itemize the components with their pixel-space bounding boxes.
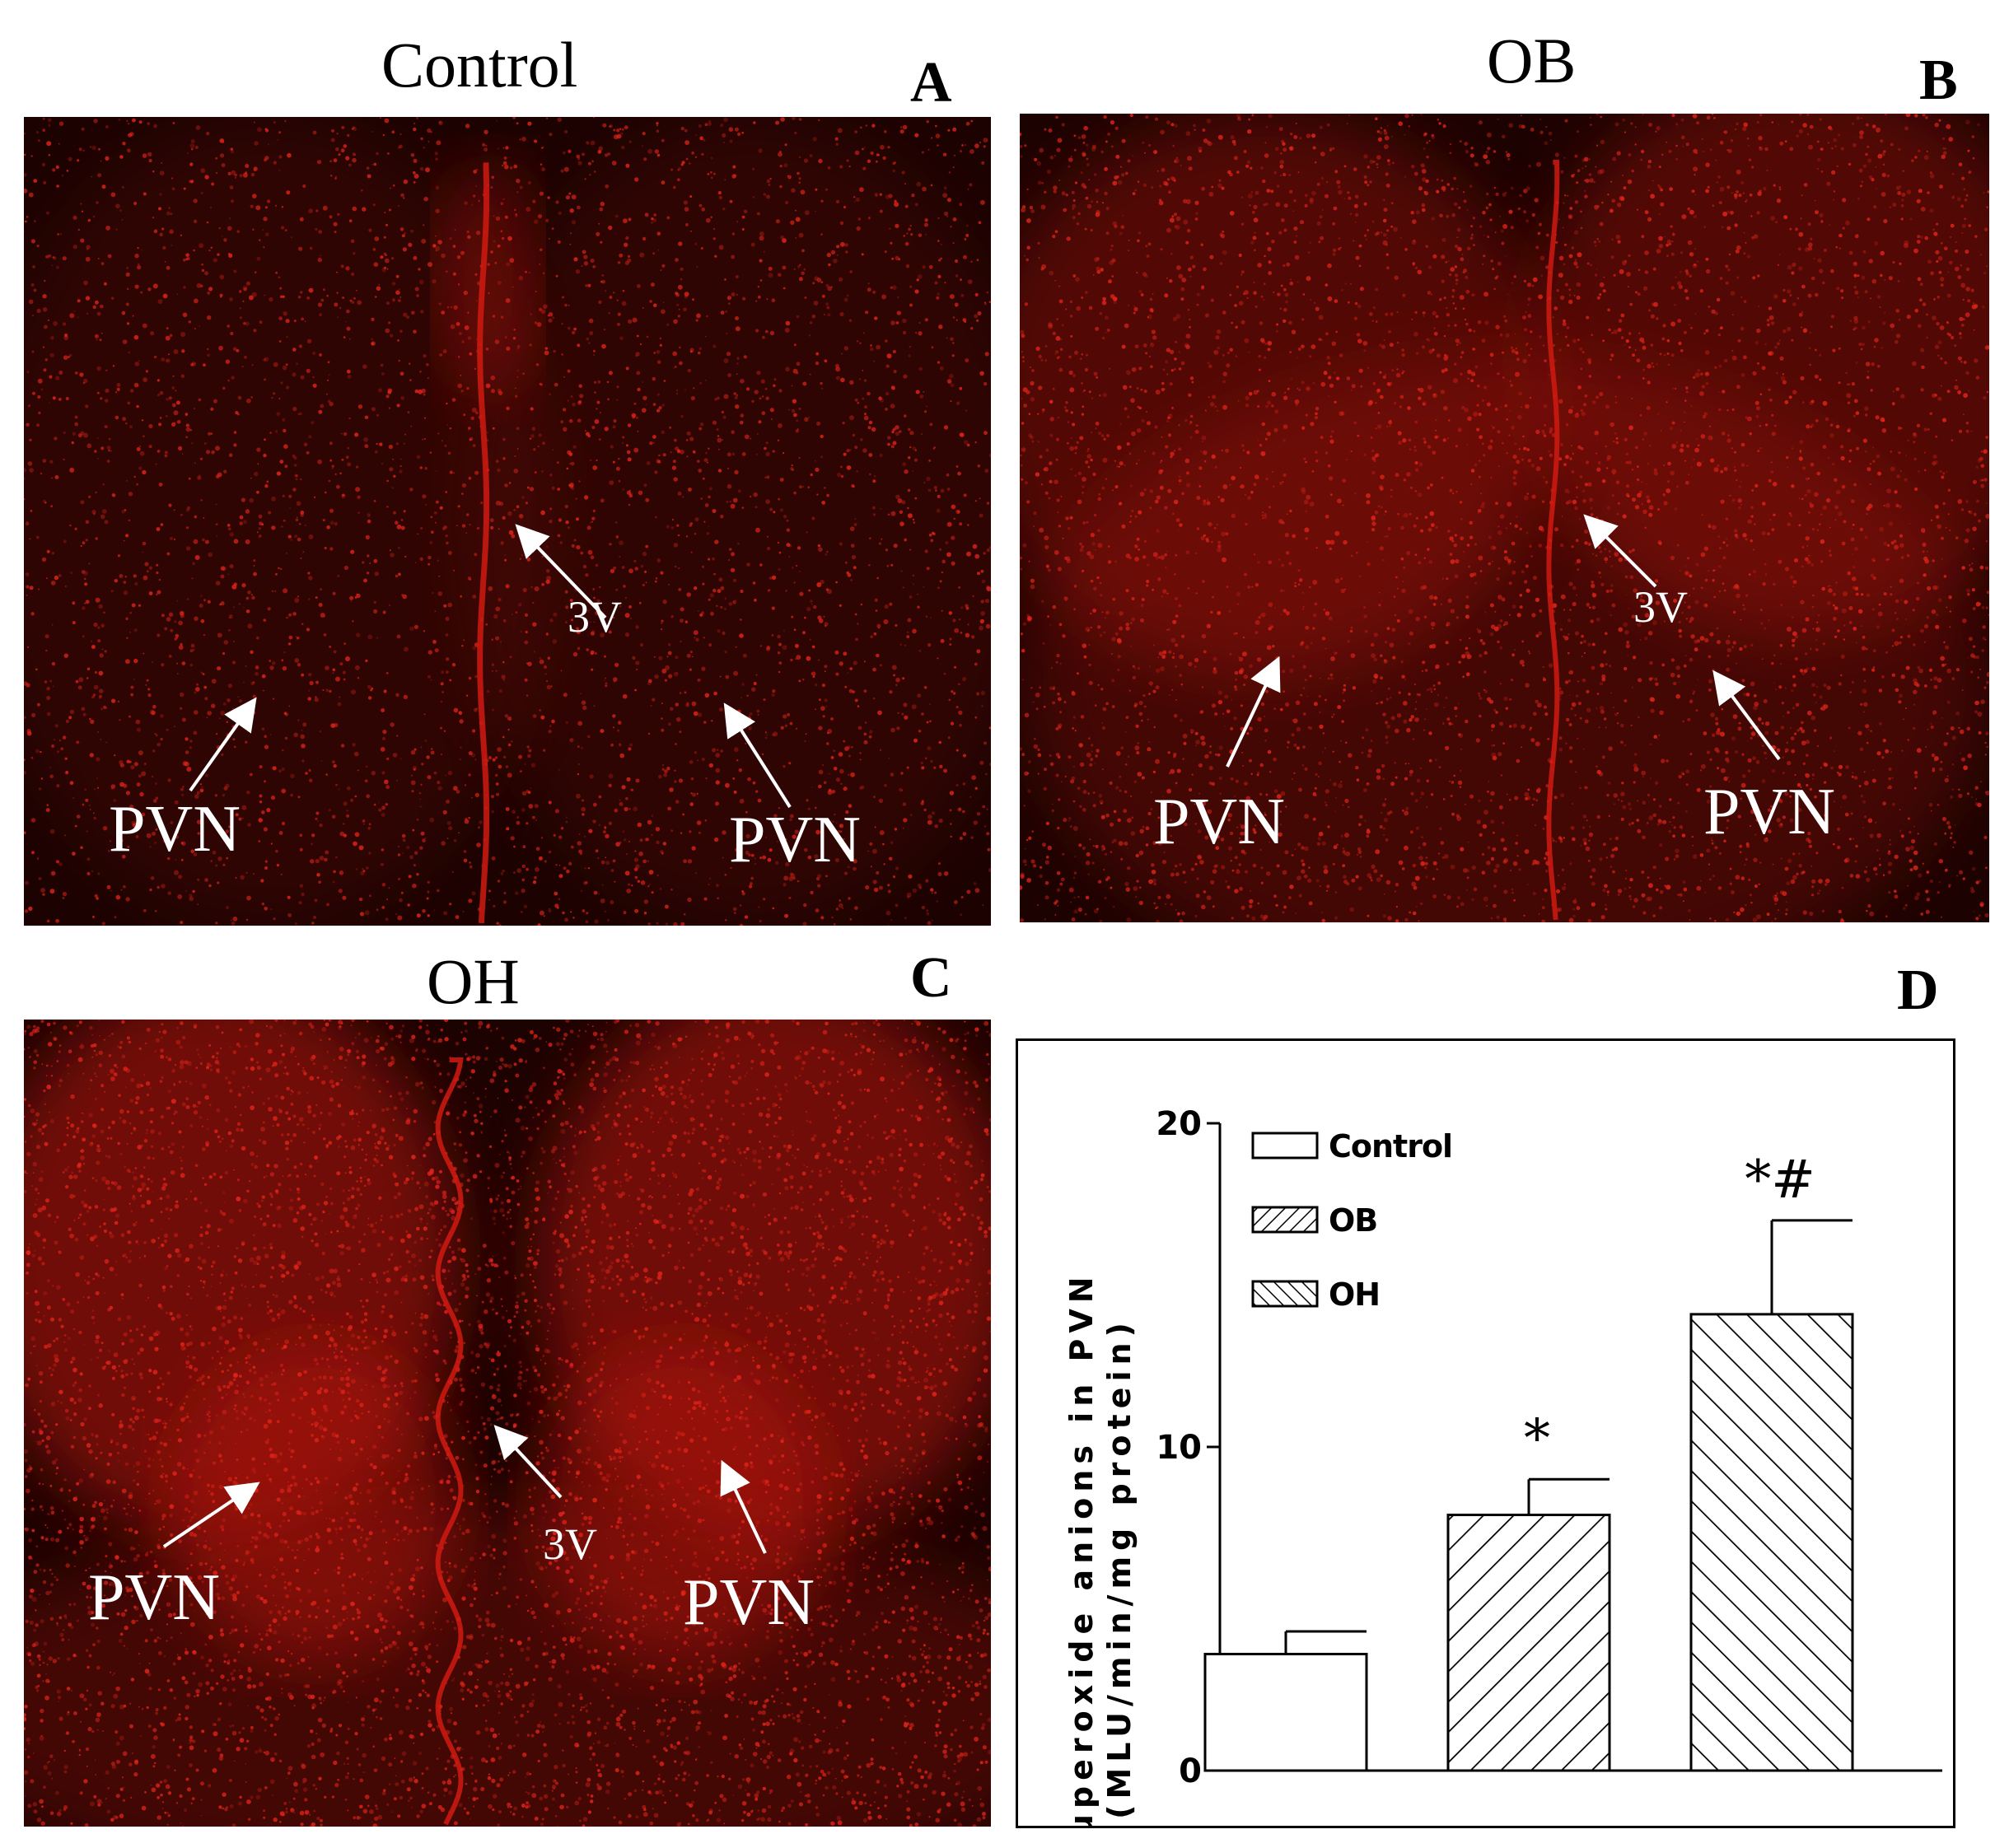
arrow-pvn-left	[162, 1482, 260, 1548]
y-axis-label-line1: Superoxide anions in PVN	[1063, 1271, 1100, 1826]
tissue-texture	[1020, 114, 1989, 922]
arrow-pvn-right	[723, 702, 792, 809]
tissue-speckles	[24, 1020, 991, 1827]
label-3v: 3V	[1633, 582, 1688, 632]
panel-a-annotation-arrows	[189, 524, 792, 809]
label-pvn-left: PVN	[1153, 786, 1286, 858]
label-pvn-left: PVN	[88, 1561, 221, 1634]
y-axis-label-line2: (MLU/min/mg protein)	[1101, 1317, 1138, 1819]
panel-b-title: OB	[1487, 25, 1577, 96]
bar-control	[1203, 1653, 1368, 1772]
panel-a-letter: A	[910, 51, 952, 114]
panel-d-chart: Superoxide anions in PVN (MLU/min/mg pro…	[1016, 1038, 1955, 1828]
legend-label: OB	[1329, 1202, 1377, 1239]
label-pvn-right: PVN	[1703, 776, 1836, 848]
arrow-pvn-left	[1226, 656, 1281, 768]
panel-d-letter: D	[1897, 959, 1939, 1022]
panel-b-letter: B	[1919, 49, 1958, 112]
arrow-v3	[1583, 514, 1657, 588]
legend-swatch	[1251, 1132, 1319, 1160]
bar-oh	[1689, 1313, 1854, 1772]
arrow-v3	[493, 1425, 563, 1499]
legend-label: Control	[1329, 1128, 1452, 1164]
panel-c-title: OH	[427, 945, 520, 1017]
tissue-glow	[24, 1504, 991, 1827]
tissue-glow	[24, 117, 556, 926]
y-tick-label: 20	[1156, 1105, 1202, 1143]
bar-ob	[1446, 1514, 1611, 1772]
tissue-glow	[439, 157, 537, 400]
y-tick-label: 10	[1156, 1429, 1202, 1467]
panel-a-micrograph: 3V PVN PVN	[24, 117, 991, 926]
panel-c-letter: C	[910, 946, 952, 1010]
panel-b-annotation-arrows	[1226, 514, 1781, 768]
third-ventricle-wall	[435, 1057, 464, 1826]
arrow-v3	[515, 524, 607, 619]
significance-marker: *	[1524, 1408, 1550, 1469]
label-3v: 3V	[568, 592, 622, 642]
y-tick-label: 0	[1179, 1752, 1202, 1790]
label-3v: 3V	[543, 1519, 597, 1569]
third-ventricle-wall	[477, 162, 490, 924]
tissue-glow	[1020, 356, 1989, 922]
legend-swatch	[1251, 1280, 1319, 1308]
label-pvn-right: PVN	[683, 1566, 815, 1639]
panel-c-annotation-arrows	[162, 1425, 767, 1554]
panel-b-micrograph: 3V PVN PVN	[1020, 114, 1989, 922]
panel-c-micrograph: 3V PVN PVN	[24, 1020, 991, 1827]
tissue-texture	[24, 117, 991, 926]
third-ventricle-wall	[1546, 159, 1560, 921]
legend-swatch	[1251, 1206, 1319, 1234]
bar-chart: Superoxide anions in PVN (MLU/min/mg pro…	[1063, 1105, 1942, 1826]
plot-area: 0 10 20 * *# Control OB OH	[1156, 1105, 1942, 1790]
legend-label: OH	[1329, 1276, 1380, 1313]
panel-a-title: Control	[381, 29, 578, 100]
arrow-pvn-right	[1712, 670, 1781, 761]
arrow-pvn-right	[720, 1459, 767, 1554]
arrow-pvn-left	[189, 697, 257, 792]
tissue-texture	[24, 1020, 991, 1827]
significance-marker: *#	[1745, 1150, 1815, 1211]
label-pvn-left: PVN	[109, 793, 241, 866]
label-pvn-right: PVN	[729, 804, 862, 876]
tissue-speckles	[1020, 114, 1989, 922]
